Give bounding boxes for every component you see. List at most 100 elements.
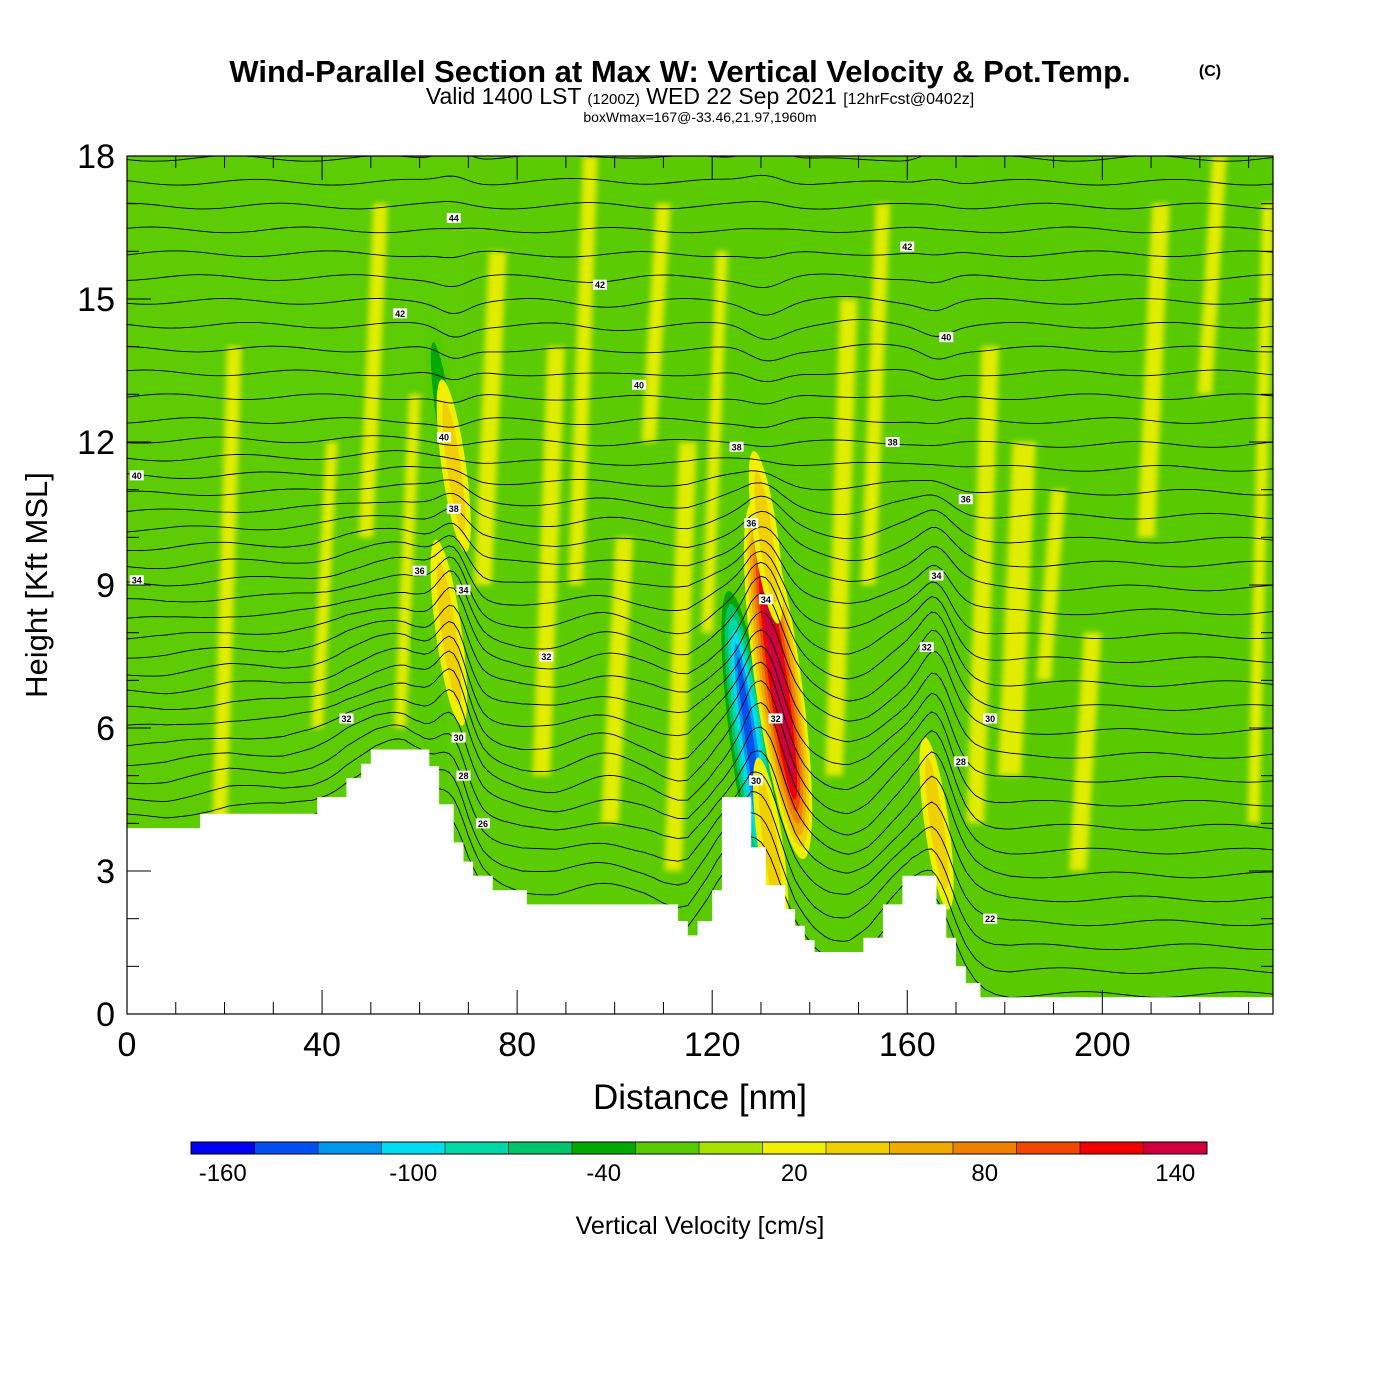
theta-label-box: [129, 470, 144, 481]
theta-contour-line: [127, 738, 1273, 927]
theta-label: 22: [983, 913, 998, 924]
colorbar-tick-label: -160: [199, 1160, 247, 1187]
theta-label-text: 34: [132, 576, 142, 586]
valid-time-line: Valid 1400 LST (1200Z) WED 22 Sep 2021 […: [426, 83, 974, 109]
terrain-mask: [127, 749, 1273, 1014]
theta-label-box: [929, 570, 944, 581]
theta-label: 32: [539, 651, 554, 662]
theta-label: 40: [632, 379, 647, 390]
forecast-info: [12hrFcst@0402z]: [843, 91, 974, 108]
theta-label: 34: [129, 575, 144, 586]
x-tick-label: 120: [684, 1026, 741, 1064]
theta-label-text: 44: [449, 213, 459, 223]
theta-label-box: [958, 494, 973, 505]
colorbar-swatch: [699, 1142, 763, 1154]
downdraft-core-level: [410, 611, 448, 798]
theta-label: 36: [744, 518, 759, 529]
colorbar-swatch: [1143, 1142, 1208, 1154]
theta-label-box: [632, 379, 647, 390]
colorbar-tick-label: 140: [1155, 1160, 1195, 1187]
theta-label-text: 22: [985, 914, 995, 924]
theta-label-text: 34: [761, 595, 771, 605]
theta-label: 42: [900, 241, 915, 252]
theta-label-text: 32: [341, 714, 351, 724]
theta-contour-line: [127, 556, 1273, 664]
theta-label-text: 28: [956, 757, 966, 767]
theta-contour-line: [127, 450, 1273, 472]
colorbar-swatch: [1080, 1142, 1144, 1154]
theta-contour-line: [127, 604, 1273, 735]
x-tick-label: 80: [498, 1026, 536, 1064]
theta-label: 42: [593, 279, 608, 290]
plot-area: 40 34 32 42 44 40 38 36 34 30 28 26 42 40 32 38 36 34 32 30…: [127, 156, 1273, 1014]
theta-label-text: 42: [595, 280, 605, 290]
weak-updraft-streak: [664, 442, 697, 871]
theta-contour-line: [127, 201, 1273, 210]
colorbar: -160 -100 -40 20 80 140: [190, 1141, 1208, 1187]
theta-label: 44: [446, 212, 461, 223]
colorbar-swatch: [762, 1142, 827, 1154]
y-tick-label: 3: [96, 853, 115, 891]
theta-contour-line: [127, 465, 1273, 496]
theta-label-box: [412, 565, 427, 576]
colorbar-swatch: [889, 1142, 954, 1154]
valid-utc: (1200Z): [587, 91, 640, 108]
theta-label: 30: [749, 775, 764, 786]
theta-label-box: [451, 732, 466, 743]
theta-label-box: [900, 241, 915, 252]
theta-contour-line: [127, 635, 1273, 783]
theta-contour-line: [127, 508, 1273, 568]
theta-label-box: [983, 913, 998, 924]
theta-label-text: 38: [888, 438, 898, 448]
theta-label-box: [446, 503, 461, 514]
theta-label: 28: [456, 770, 471, 781]
weak-updraft-streak: [358, 203, 388, 538]
weak-updraft-streak: [1137, 203, 1170, 538]
colorbar-swatch: [635, 1142, 700, 1154]
valid-date: WED 22 Sep 2021: [646, 83, 837, 109]
theta-contour-line: [127, 435, 1273, 448]
copyright-mark: (C): [1199, 63, 1221, 80]
theta-label-text: 36: [415, 566, 425, 576]
weak-updraft-streak: [1036, 489, 1066, 681]
colorbar-swatch: [381, 1142, 446, 1154]
theta-contour-line: [127, 156, 1273, 162]
theta-label-text: 30: [751, 776, 761, 786]
colorbar-swatch: [953, 1142, 1017, 1154]
weak-updraft-streak: [641, 203, 671, 442]
theta-label-box: [456, 584, 471, 595]
downdraft-core-level: [908, 611, 946, 798]
theta-label-box: [953, 756, 968, 767]
x-axis: 0 40 80 120 160 200: [118, 156, 1250, 1064]
theta-contour-line: [127, 479, 1273, 520]
colorbar-swatch: [508, 1142, 573, 1154]
downdraft-core-level: [786, 539, 824, 726]
theta-label: 32: [919, 641, 934, 652]
y-tick-label: 12: [77, 424, 115, 462]
colorbar-tick-label: 80: [971, 1160, 998, 1187]
updraft-core-level: [764, 584, 792, 777]
theta-label-box: [129, 575, 144, 586]
theta-label: 30: [451, 732, 466, 743]
theta-contour-line: [127, 570, 1273, 687]
theta-label: 32: [768, 713, 783, 724]
x-tick-label: 0: [118, 1026, 137, 1064]
theta-label: 40: [939, 332, 954, 343]
colorbar-swatch: [191, 1142, 255, 1154]
theta-contour-line: [127, 343, 1273, 362]
theta-contour-line: [127, 620, 1273, 759]
theta-contour-line: [127, 522, 1273, 592]
theta-contour-line: [127, 668, 1273, 831]
x-tick-label: 160: [879, 1026, 936, 1064]
potential-temperature-contours: [127, 156, 1273, 998]
theta-label-text: 36: [961, 495, 971, 505]
weak-updraft-streak: [1197, 156, 1227, 395]
theta-label: 38: [729, 441, 744, 452]
theta-contour-line: [127, 295, 1273, 316]
theta-label: 38: [446, 503, 461, 514]
theta-label-text: 36: [746, 519, 756, 529]
theta-label-box: [593, 279, 608, 290]
theta-contour-line: [127, 587, 1273, 711]
colorbar-swatch: [826, 1142, 890, 1154]
theta-contour-line: [127, 393, 1273, 405]
